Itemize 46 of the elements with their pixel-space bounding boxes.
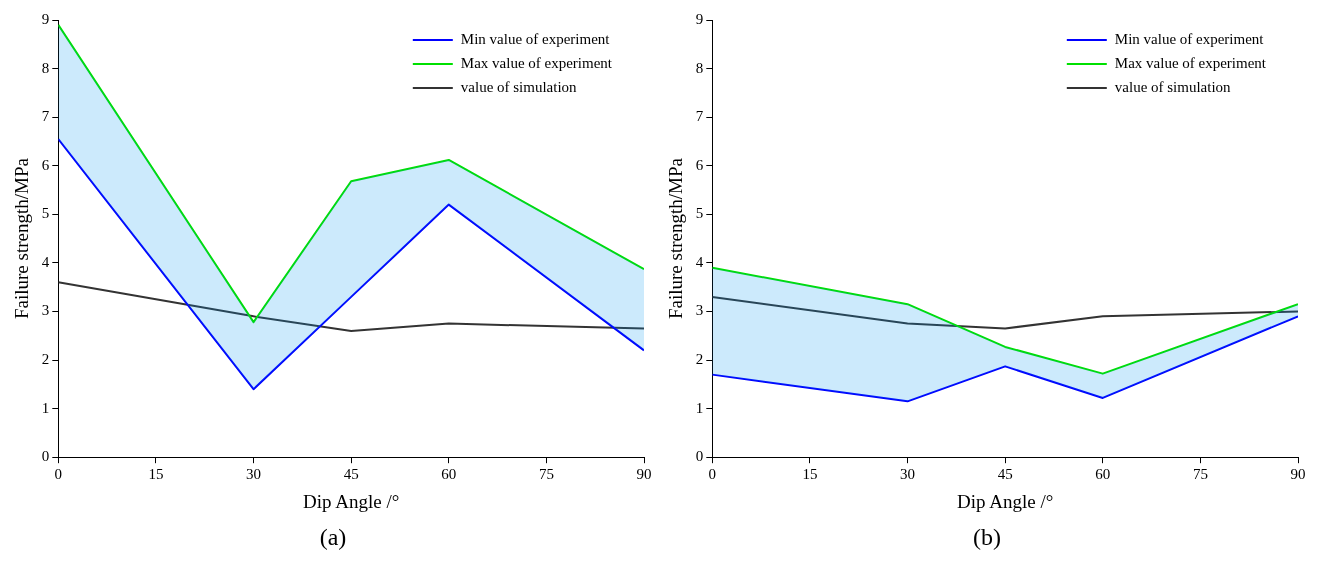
y-tick-label: 2: [41, 350, 50, 367]
x-tick-label: 15: [148, 466, 164, 483]
y-tick-label: 0: [41, 448, 50, 465]
y-tick-label: 5: [41, 205, 50, 222]
text: (a): [319, 524, 347, 551]
x-tick-label: 75: [1192, 466, 1208, 483]
y-tick-label: 8: [41, 59, 50, 76]
legend-label: value of simulation: [1114, 78, 1232, 95]
y-tick-label: 6: [41, 156, 50, 173]
x-axis-title: Dip Angle /°: [303, 490, 400, 512]
x-tick-label: 60: [1095, 466, 1111, 483]
x-tick-label: 60: [441, 466, 457, 483]
y-tick-label: 1: [695, 399, 704, 416]
legend-label: Max value of experiment: [460, 54, 613, 71]
y-tick-label: 7: [695, 108, 704, 125]
x-tick-label: 75: [538, 466, 554, 483]
y-tick-label: 8: [695, 59, 704, 76]
x-tick-label: 30: [900, 466, 916, 483]
y-tick-label: 9: [695, 10, 704, 27]
x-tick-label: 45: [343, 466, 359, 483]
x-tick-label: 30: [246, 466, 262, 483]
y-tick-label: 7: [41, 108, 50, 125]
y-tick-label: 1: [41, 399, 50, 416]
x-tick-label: 0: [54, 466, 63, 483]
y-tick-label: 4: [41, 253, 50, 270]
y-tick-label: 0: [695, 448, 704, 465]
y-axis-title: Failure strength/MPa: [665, 157, 687, 320]
x-axis-title: Dip Angle /°: [957, 490, 1054, 512]
y-tick-label: 4: [695, 253, 704, 270]
x-tick-label: 90: [636, 466, 652, 483]
legend-label: Min value of experiment: [1114, 30, 1265, 47]
y-tick-label: 3: [695, 302, 704, 319]
y-tick-label: 6: [695, 156, 704, 173]
x-tick-label: 45: [997, 466, 1013, 483]
y-axis-title: Failure strength/MPa: [11, 157, 33, 320]
text: (b): [973, 524, 1001, 551]
y-tick-label: 9: [41, 10, 50, 27]
legend-label: value of simulation: [460, 78, 578, 95]
x-tick-label: 15: [802, 466, 818, 483]
x-tick-label: 0: [708, 466, 717, 483]
y-tick-label: 3: [41, 302, 50, 319]
legend-label: Min value of experiment: [460, 30, 611, 47]
x-tick-label: 90: [1290, 466, 1306, 483]
legend-label: Max value of experiment: [1114, 54, 1267, 71]
y-tick-label: 5: [695, 205, 704, 222]
y-tick-label: 2: [695, 350, 704, 367]
